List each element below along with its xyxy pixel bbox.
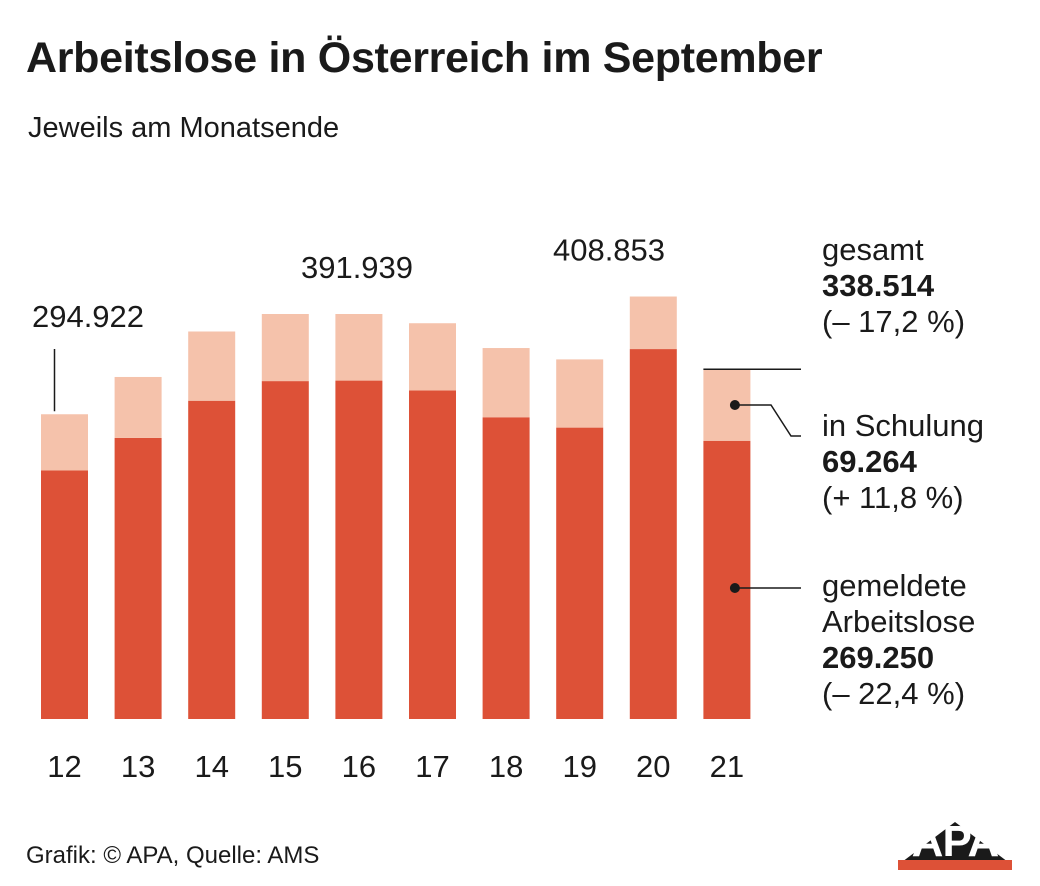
bar-schulung-12 (41, 414, 88, 471)
x-tick-label-13: 13 (121, 749, 155, 784)
bar-gemeldet-18 (482, 417, 530, 719)
chart-subtitle: Jeweils am Monatsende (28, 112, 340, 144)
bar-schulung-19 (556, 359, 604, 428)
footer-source: Grafik: © APA, Quelle: AMS (26, 842, 320, 869)
bar-schulung-17 (409, 323, 456, 391)
x-tick-label-17: 17 (415, 749, 449, 784)
x-tick-label-12: 12 (47, 749, 81, 784)
bar-gemeldet-17 (409, 390, 456, 719)
x-tick-label-20: 20 (636, 749, 670, 784)
x-tick-label-19: 19 (562, 749, 596, 784)
x-tick-label-18: 18 (489, 749, 523, 784)
bar-gemeldet-13 (114, 437, 162, 719)
x-tick-label-14: 14 (194, 749, 228, 784)
bar-schulung-18 (482, 348, 530, 418)
bar-gemeldet-19 (556, 427, 604, 719)
bar-gemeldet-20 (629, 349, 677, 719)
apa-logo (898, 822, 1012, 870)
chart-title: Arbeitslose in Österreich im September (26, 34, 823, 82)
leader-schulung (734, 404, 801, 437)
legend-schulung-value: 69.264 (822, 444, 917, 479)
legend-gesamt-change: (– 17,2 %) (822, 304, 966, 339)
legend-schulung: in Schulung 69.264 (+ 11,8 %) (822, 408, 984, 516)
annotation-total-20: 408.853 (553, 233, 665, 268)
bar-schulung-20 (629, 296, 677, 350)
legend-gemeldet: gemeldete Arbeitslose 269.250 (– 22,4 %) (822, 568, 975, 712)
legend-gesamt-label: gesamt (822, 232, 924, 267)
legend-gesamt: gesamt 338.514 (– 17,2 %) (822, 232, 965, 340)
bar-schulung-15 (261, 313, 309, 382)
bar-gemeldet-14 (188, 400, 236, 719)
legend-gemeldet-label: gemeldete (822, 568, 967, 603)
annotation-total-15: 391.939 (301, 250, 413, 285)
x-tick-label-15: 15 (268, 749, 302, 784)
bar-schulung-13 (114, 376, 162, 438)
bar-gemeldet-16 (335, 380, 383, 719)
legend-gesamt-value: 338.514 (822, 268, 935, 303)
legend-gemeldet-change: (– 22,4 %) (822, 676, 966, 711)
legend-schulung-change: (+ 11,8 %) (822, 480, 964, 515)
x-tick-label-21: 21 (710, 749, 744, 784)
legend-gemeldet-value: 269.250 (822, 640, 935, 675)
legend-gemeldet-label2: Arbeitslose (822, 604, 976, 639)
bar-schulung-14 (188, 331, 236, 401)
x-tick-label-16: 16 (342, 749, 376, 784)
annotation-total-12: 294.922 (32, 299, 144, 334)
bar-gemeldet-12 (41, 470, 88, 719)
bar-gemeldet-15 (261, 381, 309, 719)
bar-gemeldet-21 (703, 440, 751, 719)
bar-schulung-16 (335, 313, 383, 381)
apa-logo-text: APA (911, 817, 1000, 866)
legend-schulung-label: in Schulung (822, 408, 985, 443)
